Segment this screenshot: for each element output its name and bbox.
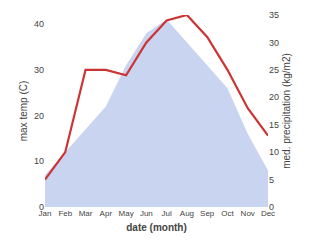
- svg-text:40: 40: [34, 19, 44, 29]
- svg-text:Sep: Sep: [200, 209, 215, 218]
- svg-text:20: 20: [269, 92, 279, 102]
- svg-text:30: 30: [269, 38, 279, 48]
- svg-text:May: May: [119, 209, 134, 218]
- svg-text:10: 10: [34, 156, 44, 166]
- svg-text:Mar: Mar: [79, 209, 93, 218]
- svg-text:Nov: Nov: [241, 209, 255, 218]
- svg-text:date (month): date (month): [126, 222, 187, 233]
- svg-text:Apr: Apr: [100, 209, 113, 218]
- svg-text:35: 35: [269, 10, 279, 20]
- svg-text:0: 0: [269, 202, 274, 212]
- svg-text:Jun: Jun: [140, 209, 153, 218]
- svg-text:20: 20: [34, 111, 44, 121]
- svg-text:Feb: Feb: [58, 209, 72, 218]
- svg-text:30: 30: [34, 65, 44, 75]
- svg-text:med. precipitation (kg/m2): med. precipitation (kg/m2): [281, 53, 292, 169]
- svg-text:Jul: Jul: [162, 209, 172, 218]
- svg-text:Dec: Dec: [261, 209, 275, 218]
- svg-text:5: 5: [269, 175, 274, 185]
- svg-text:25: 25: [269, 65, 279, 75]
- svg-text:Aug: Aug: [180, 209, 194, 218]
- svg-text:Oct: Oct: [221, 209, 234, 218]
- svg-text:15: 15: [269, 120, 279, 130]
- svg-text:0: 0: [39, 202, 44, 212]
- svg-text:Jan: Jan: [39, 209, 52, 218]
- svg-text:10: 10: [269, 147, 279, 157]
- svg-text:max temp (C): max temp (C): [18, 81, 29, 142]
